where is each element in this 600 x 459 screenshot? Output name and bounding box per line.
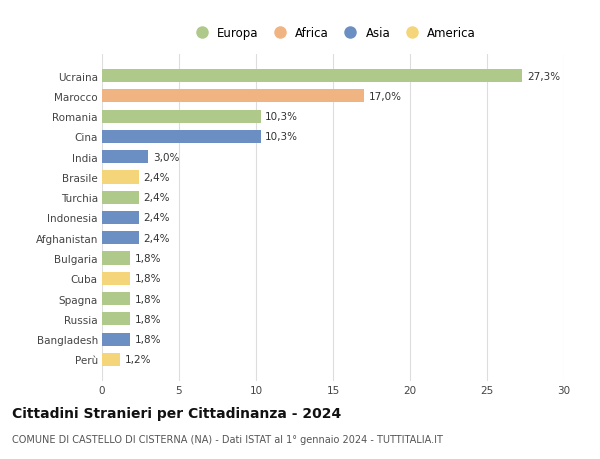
Text: 1,8%: 1,8% [134,294,161,304]
Text: 1,8%: 1,8% [134,314,161,324]
Text: 27,3%: 27,3% [527,72,560,81]
Bar [102,191,139,204]
Text: 10,3%: 10,3% [265,132,298,142]
Text: 17,0%: 17,0% [368,92,401,102]
Bar [102,151,148,164]
Bar [102,252,130,265]
Text: COMUNE DI CASTELLO DI CISTERNA (NA) - Dati ISTAT al 1° gennaio 2024 - TUTTITALIA: COMUNE DI CASTELLO DI CISTERNA (NA) - Da… [12,434,443,444]
Bar [102,232,139,245]
Text: 2,4%: 2,4% [143,193,170,203]
Legend: Europa, Africa, Asia, America: Europa, Africa, Asia, America [185,22,481,44]
Text: 1,8%: 1,8% [134,334,161,344]
Text: Cittadini Stranieri per Cittadinanza - 2024: Cittadini Stranieri per Cittadinanza - 2… [12,406,341,420]
Text: 2,4%: 2,4% [143,173,170,183]
Text: 1,8%: 1,8% [134,253,161,263]
Text: 10,3%: 10,3% [265,112,298,122]
Bar [102,171,139,184]
Text: 2,4%: 2,4% [143,233,170,243]
Bar [102,333,130,346]
Bar [102,272,130,285]
Bar [102,212,139,224]
Bar [102,110,260,123]
Bar [102,353,121,366]
Text: 1,2%: 1,2% [125,355,152,364]
Text: 1,8%: 1,8% [134,274,161,284]
Text: 2,4%: 2,4% [143,213,170,223]
Bar [102,313,130,326]
Bar [102,130,260,144]
Bar [102,70,523,83]
Bar [102,90,364,103]
Bar [102,292,130,306]
Text: 3,0%: 3,0% [153,152,179,162]
